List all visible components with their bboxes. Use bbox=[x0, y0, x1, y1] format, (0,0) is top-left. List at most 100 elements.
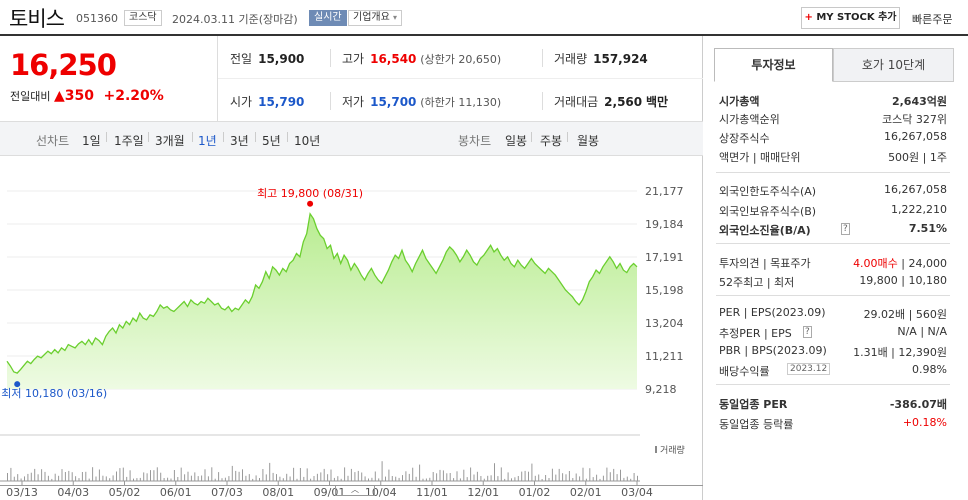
tab-1w[interactable]: 1주일 bbox=[114, 134, 144, 148]
add-mystock-button[interactable]: + MY STOCK 추가 bbox=[801, 7, 900, 29]
volume-bar bbox=[7, 473, 8, 481]
tab-daily[interactable]: 일봉 bbox=[505, 134, 528, 148]
volume-bar bbox=[521, 471, 523, 481]
volume-bar bbox=[252, 478, 254, 481]
volume-bar bbox=[61, 469, 63, 481]
quote-grid: 전일 15,900 고가 16,540 (상한가 20,650) 거래량 157,92… bbox=[218, 36, 703, 121]
volume-bar bbox=[143, 472, 145, 481]
volume-bar bbox=[180, 467, 182, 481]
volume-bar bbox=[511, 478, 512, 481]
help-icon[interactable]: ? bbox=[803, 326, 812, 338]
volume-bar bbox=[374, 471, 376, 481]
volume-bar bbox=[51, 478, 53, 481]
volume-bar bbox=[170, 478, 172, 481]
volume-bar bbox=[228, 476, 230, 481]
volume-bar bbox=[265, 474, 267, 481]
volume-bar bbox=[368, 478, 369, 481]
volume-bar bbox=[534, 475, 536, 481]
volume-bar bbox=[582, 467, 584, 481]
volume-bar bbox=[190, 475, 192, 481]
volume-bar bbox=[555, 474, 557, 481]
volume-bar bbox=[398, 477, 400, 481]
volume-bar bbox=[524, 470, 526, 481]
volume-bar bbox=[432, 472, 434, 481]
volume-bar bbox=[347, 475, 349, 481]
volume-bar bbox=[211, 467, 213, 481]
tab-3m[interactable]: 3개월 bbox=[155, 134, 185, 148]
volume-bar bbox=[585, 478, 587, 481]
volume-bar bbox=[184, 474, 186, 481]
collapse-chart-button[interactable]: ︿ bbox=[335, 486, 375, 496]
price-change: 전일대비 ▲350 +2.20% bbox=[10, 88, 164, 104]
volume-bar bbox=[408, 473, 410, 481]
tab-investment-info[interactable]: 투자정보 bbox=[714, 48, 833, 82]
volume-bar bbox=[613, 468, 615, 481]
volume-bar bbox=[238, 471, 240, 481]
volume-bar bbox=[299, 468, 301, 481]
volume-bar bbox=[293, 467, 295, 481]
volume-bar bbox=[129, 470, 131, 481]
volume-bar bbox=[344, 467, 346, 481]
volume-bar bbox=[504, 478, 506, 481]
volume-bar bbox=[470, 467, 472, 481]
quick-order-button[interactable]: 빠른주문 bbox=[912, 13, 953, 26]
volume-bar bbox=[289, 476, 291, 481]
live-button[interactable]: 실시간 bbox=[309, 10, 347, 26]
volume-bar bbox=[551, 468, 553, 481]
volume-bar bbox=[340, 478, 342, 481]
price-area bbox=[7, 213, 637, 389]
x-tick-label: 12/01 bbox=[467, 486, 499, 499]
volume-bar bbox=[214, 478, 216, 481]
tab-monthly[interactable]: 월봉 bbox=[577, 134, 600, 148]
x-tick-label: 04/03 bbox=[57, 486, 89, 499]
volume-bar bbox=[262, 469, 264, 481]
chart-period-tabs: 선차트 1일 1주일 3개월 1년 3년 5년 10년 봉차트 일봉 주봉 월봉 bbox=[0, 121, 703, 156]
tab-1y[interactable]: 1년 bbox=[198, 134, 217, 148]
volume-bar bbox=[313, 476, 315, 481]
chevron-down-icon: ▾ bbox=[393, 13, 398, 22]
tab-5y[interactable]: 5년 bbox=[262, 134, 281, 148]
volume-bar bbox=[483, 478, 485, 481]
volume-bar bbox=[109, 478, 111, 481]
volume-bar bbox=[480, 476, 482, 481]
chart-footer: ︿ bbox=[0, 485, 703, 500]
volume-bar bbox=[153, 470, 155, 481]
volume-bar bbox=[71, 472, 73, 481]
volume-bar bbox=[466, 477, 468, 481]
volume-bar bbox=[224, 477, 226, 481]
volume-bar bbox=[122, 467, 124, 481]
tab-10y[interactable]: 10년 bbox=[294, 134, 321, 148]
price-chart[interactable]: 21,177 19,184 17,191 15,198 13,204 11,211 9,21… bbox=[0, 156, 703, 500]
tab-1d[interactable]: 1일 bbox=[82, 134, 101, 148]
tab-weekly[interactable]: 주봉 bbox=[540, 134, 563, 148]
volume-bar bbox=[323, 468, 325, 481]
volume-bar bbox=[279, 476, 281, 481]
volume-bar bbox=[78, 478, 80, 481]
y-tick-label: 17,191 bbox=[645, 251, 684, 264]
stock-header: 토비스 051360 코스닥 2024.03.11 기준(장마감) 실시간 기업… bbox=[0, 0, 968, 36]
volume-bar bbox=[565, 474, 567, 481]
company-overview-dropdown[interactable]: 기업개요 ▾ bbox=[348, 10, 403, 26]
volume-bar bbox=[354, 472, 356, 481]
tab-order-book-10[interactable]: 호가 10단계 bbox=[833, 48, 954, 82]
volume-bar bbox=[13, 476, 15, 481]
volume-bar bbox=[436, 473, 438, 481]
volume-bar bbox=[623, 477, 625, 481]
volume-bar bbox=[490, 475, 492, 481]
x-tick-label: 02/01 bbox=[570, 486, 602, 499]
volume-bar bbox=[105, 476, 107, 481]
volume-bar bbox=[415, 476, 417, 481]
volume-bar bbox=[630, 478, 632, 481]
volume-bar bbox=[64, 472, 66, 481]
volume-bar bbox=[391, 476, 393, 481]
volume-bar bbox=[112, 475, 114, 481]
volume-bar bbox=[606, 467, 608, 481]
volume-bar bbox=[259, 478, 260, 481]
volume-bar bbox=[27, 473, 29, 481]
tab-3y[interactable]: 3년 bbox=[230, 134, 249, 148]
volume-bar bbox=[173, 470, 175, 481]
volume-bar bbox=[500, 467, 502, 481]
volume-bar bbox=[633, 473, 635, 481]
volume-bar bbox=[116, 471, 117, 481]
help-icon[interactable]: ? bbox=[841, 223, 850, 235]
